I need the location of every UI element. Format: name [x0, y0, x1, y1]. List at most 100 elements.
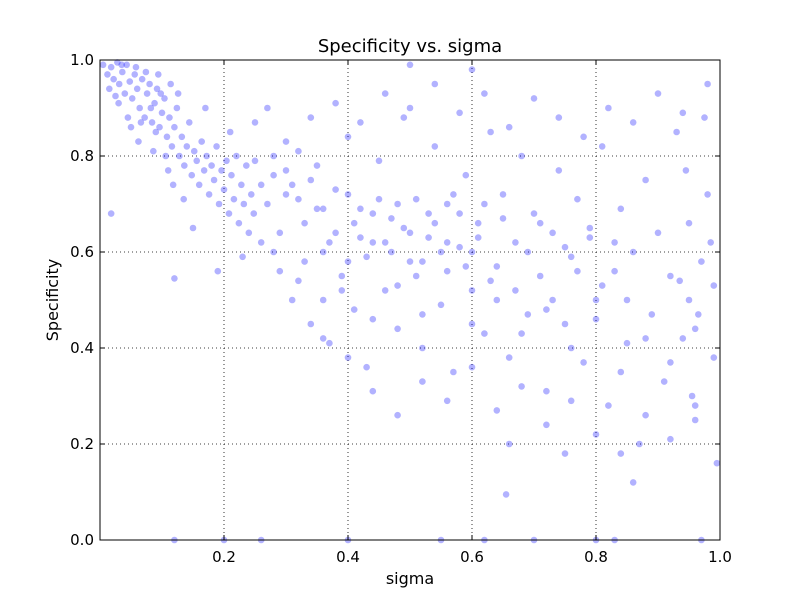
scatter-point: [381, 90, 389, 97]
scatter-point: [350, 219, 358, 227]
scatter-point: [406, 258, 414, 265]
scatter-point: [171, 123, 178, 131]
scatter-point: [642, 411, 649, 419]
scatter-point: [240, 200, 248, 208]
scatter-point: [295, 195, 302, 203]
scatter-point: [419, 344, 426, 352]
scatter-point: [147, 104, 155, 112]
scatter-point: [235, 219, 243, 227]
scatter-point: [419, 258, 426, 265]
scatter-point: [400, 114, 408, 121]
scatter-point: [530, 95, 538, 102]
scatter-point: [141, 114, 148, 121]
scatter-point: [107, 210, 115, 217]
scatter-point: [549, 296, 556, 304]
scatter-point: [132, 63, 140, 71]
scatter-point: [270, 248, 277, 256]
scatter-point: [188, 171, 196, 179]
scatter-point: [218, 167, 225, 174]
scatter-point: [282, 138, 290, 145]
scatter-point: [138, 75, 146, 83]
scatter-point: [233, 152, 240, 160]
scatter-point: [213, 143, 220, 150]
scatter-point: [133, 85, 141, 93]
scatter-point: [468, 248, 476, 256]
scatter-point: [419, 311, 426, 318]
scatter-point: [691, 325, 699, 333]
scatter-point: [629, 248, 637, 256]
scatter-point: [243, 162, 250, 169]
scatter-point: [667, 359, 674, 366]
scatter-point: [295, 147, 302, 155]
scatter-point: [561, 320, 569, 328]
scatter-point: [623, 296, 631, 304]
scatter-point: [282, 191, 290, 198]
scatter-point: [679, 109, 687, 117]
scatter-point: [319, 296, 327, 304]
scatter-point: [189, 224, 197, 232]
scatter-point: [107, 63, 115, 71]
scatter-point: [193, 157, 201, 165]
scatter-point: [567, 344, 575, 352]
scatter-point: [307, 114, 315, 121]
scatter-point: [344, 133, 352, 141]
scatter-point: [251, 157, 259, 165]
scatter-point: [203, 152, 210, 160]
scatter-point: [215, 200, 223, 208]
scatter-point: [251, 119, 259, 126]
scatter-point: [357, 119, 364, 126]
scatter-point: [456, 243, 463, 251]
scatter-point: [555, 167, 563, 174]
scatter-point: [629, 479, 637, 486]
scatter-point: [326, 239, 333, 246]
scatter-point: [605, 104, 612, 112]
scatter-point: [685, 296, 693, 304]
scatter-point: [119, 68, 126, 76]
scatter-point: [707, 239, 714, 246]
scatter-point: [307, 320, 315, 328]
scatter-point: [524, 248, 532, 256]
scatter-point: [158, 109, 166, 117]
scatter-point: [691, 416, 699, 424]
scatter-point: [536, 219, 544, 227]
scatter-point: [200, 167, 208, 174]
scatter-point: [611, 267, 618, 275]
scatter-point: [555, 114, 563, 121]
plot-area-frame: [99, 59, 721, 541]
scatter-point: [543, 387, 550, 395]
scatter-point: [121, 90, 129, 97]
scatter-point: [363, 253, 370, 261]
scatter-point: [350, 306, 358, 313]
x-axis-label: sigma: [386, 569, 434, 588]
scatter-point: [629, 119, 637, 126]
scatter-point: [357, 234, 364, 241]
scatter-point: [543, 306, 550, 313]
scatter-point: [406, 61, 414, 69]
scatter-point: [481, 90, 488, 97]
scatter-point: [169, 181, 177, 189]
y-tick-label: 0.2: [70, 435, 94, 453]
scatter-point: [146, 80, 153, 88]
scatter-point: [381, 239, 389, 246]
x-tick-label: 1.0: [708, 548, 732, 566]
y-tick-label: 0.0: [70, 531, 94, 549]
tick-labels: 0.2 0.4 0.6 0.8 1.0 0.0 0.2 0.4 0.6 0.8 1.0: [70, 51, 732, 566]
scatter-point: [530, 210, 538, 217]
scatter-point: [375, 157, 383, 165]
grid-lines: [100, 60, 720, 540]
scatter-point: [369, 210, 377, 217]
scatter-point: [456, 210, 463, 217]
scatter-point: [118, 61, 125, 69]
scatter-point: [598, 143, 606, 150]
scatter-point: [468, 320, 476, 328]
scatter-point: [468, 287, 476, 294]
scatter-point: [381, 287, 389, 294]
scatter-point: [598, 282, 606, 289]
scatter-point: [110, 75, 117, 83]
scatter-point: [210, 176, 218, 184]
scatter-point: [104, 71, 111, 78]
scatter-point: [710, 354, 718, 361]
scatter-point: [493, 296, 501, 304]
scatter-point: [574, 195, 581, 203]
